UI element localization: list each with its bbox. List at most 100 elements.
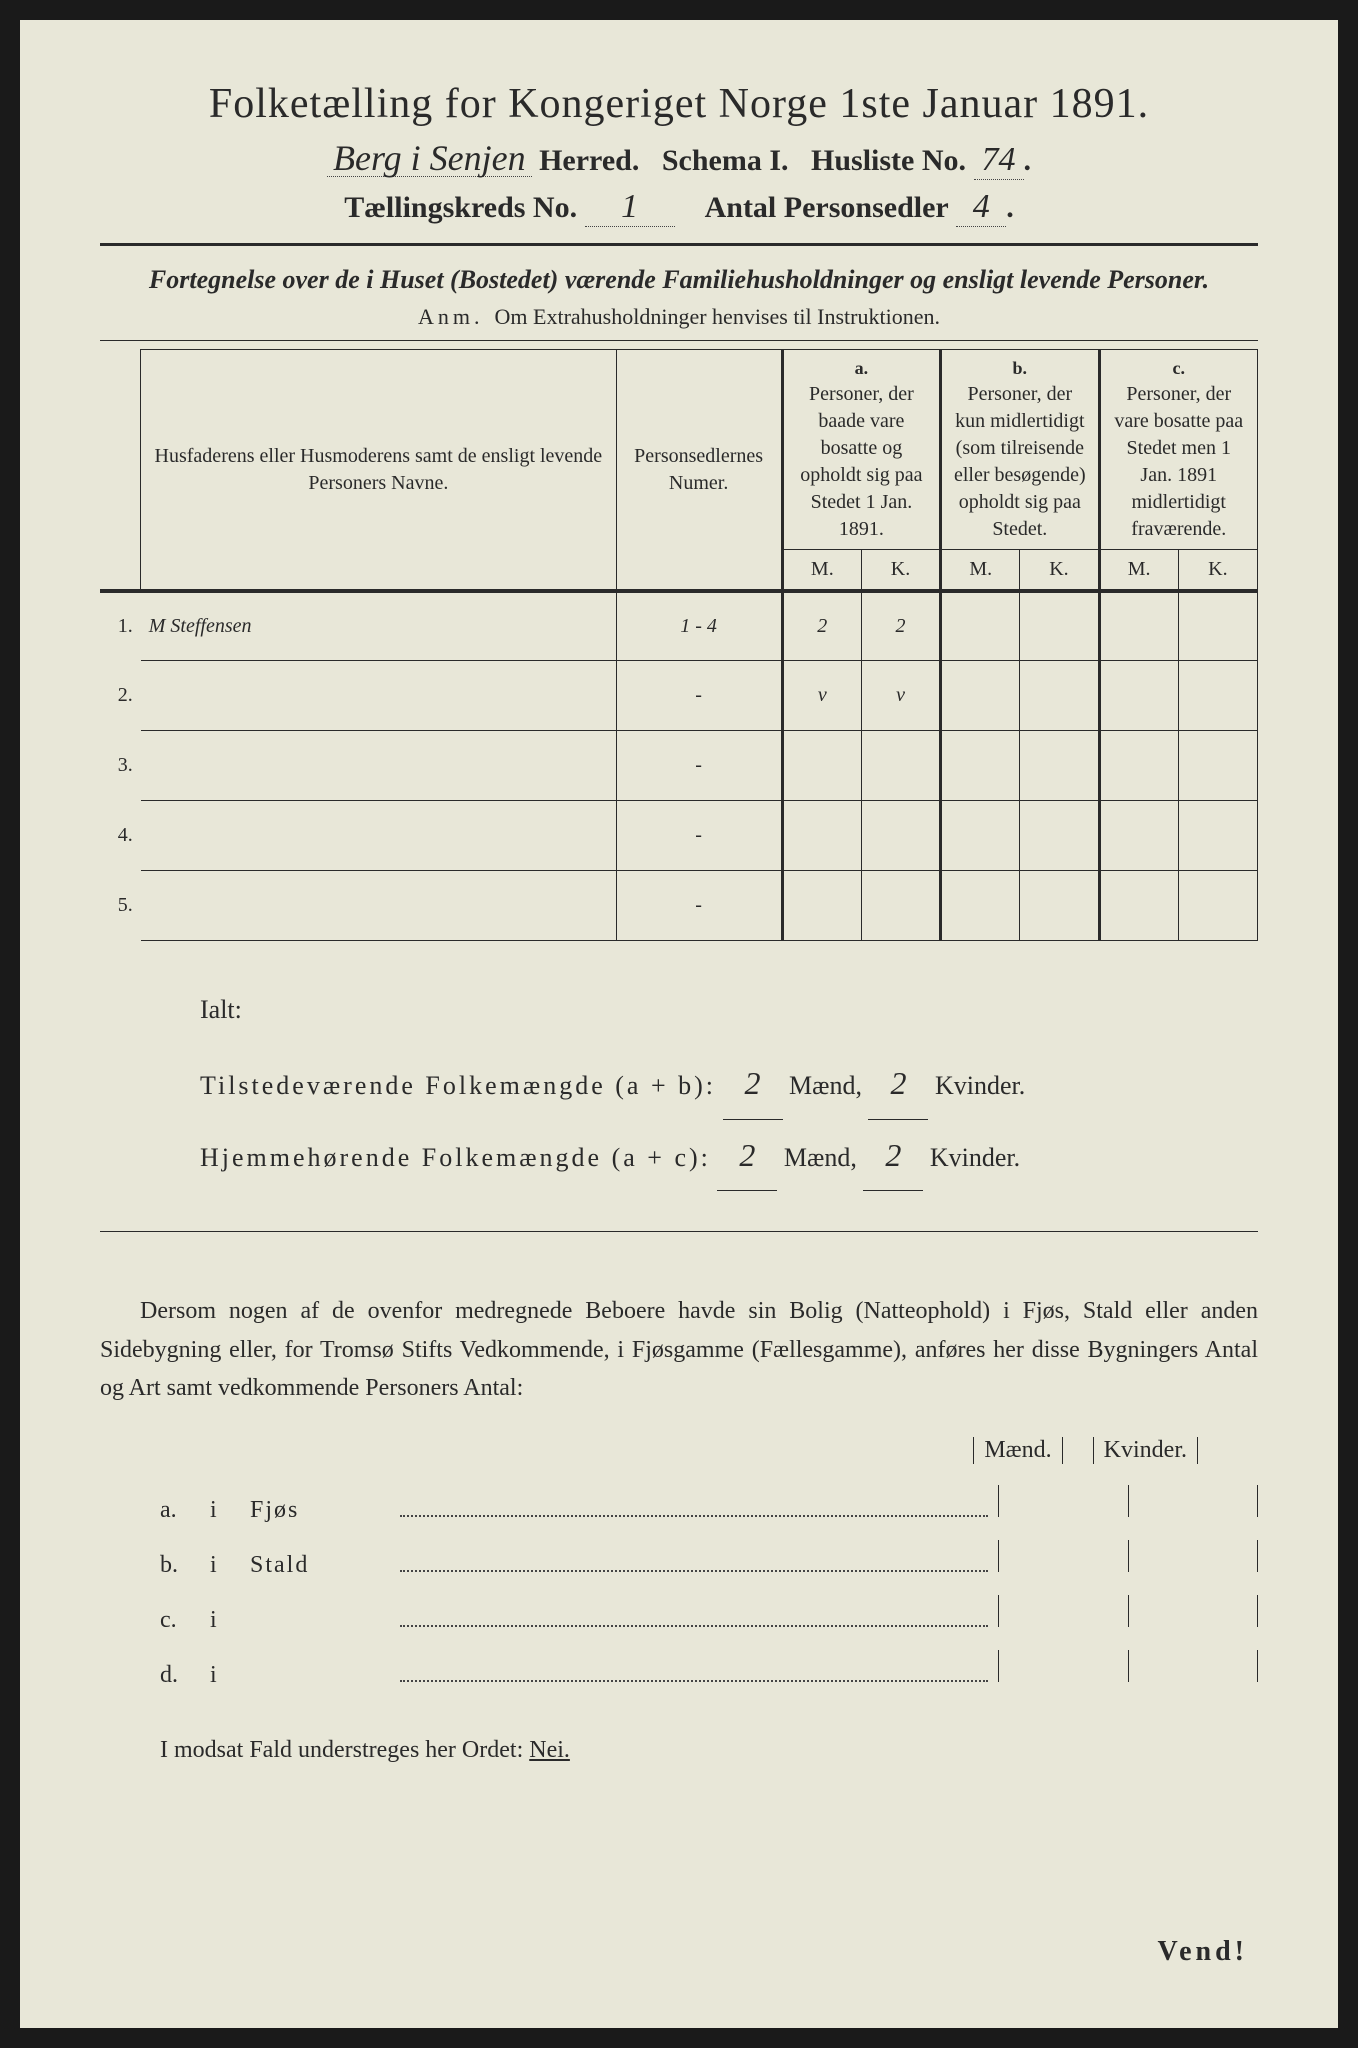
b-dots	[400, 1570, 988, 1572]
header-line-2: Tællingskreds No. 1 Antal Personsedler 4…	[100, 188, 1258, 227]
ialt-label: Ialt:	[200, 981, 1258, 1038]
tilstede-row: Tilstedeværende Folkemængde (a + b): 2 M…	[200, 1048, 1258, 1119]
b-tag: d.	[160, 1662, 210, 1689]
b-k-cell	[1020, 661, 1099, 731]
table-row: 3.-	[100, 731, 1258, 801]
num-cell: -	[616, 661, 782, 731]
divider-thin	[100, 340, 1258, 341]
a-k-cell	[861, 731, 940, 801]
num-cell: -	[616, 801, 782, 871]
anm-text: Om Extrahusholdninger henvises til Instr…	[495, 304, 940, 329]
b-m-cell	[941, 801, 1020, 871]
anm-tag: Anm.	[418, 304, 484, 329]
c-m-cell	[1099, 661, 1178, 731]
col-names: Husfaderens eller Husmoderens samt de en…	[141, 350, 616, 591]
building-row: a.iFjøs	[100, 1477, 1258, 1532]
schema-label: Schema I.	[662, 144, 789, 177]
a-m-cell	[782, 871, 861, 941]
num-cell: 1 - 4	[616, 591, 782, 661]
b-k-cell	[1020, 871, 1099, 941]
husliste-no: 74	[974, 141, 1024, 180]
c-k-cell	[1178, 661, 1257, 731]
col-b: b. Personer, der kun midlertidigt (som t…	[941, 350, 1099, 549]
b-dots	[400, 1680, 988, 1682]
header-line-1: Berg i Senjen Herred. Schema I. Husliste…	[100, 140, 1258, 180]
herred-label: Herred.	[539, 144, 639, 177]
b-i: i	[210, 1497, 250, 1524]
building-row: b.iStald	[100, 1532, 1258, 1587]
col-b-k: K.	[1020, 549, 1099, 591]
col-c-k: K.	[1178, 549, 1257, 591]
row-num: 4.	[100, 801, 141, 871]
hjemme-m: 2	[717, 1120, 777, 1191]
col-c: c. Personer, der vare bosatte paa Stedet…	[1099, 350, 1257, 549]
antal-label: Antal Personsedler	[705, 191, 949, 224]
building-row: d.i	[100, 1642, 1258, 1697]
a-k-cell	[861, 801, 940, 871]
b-mk	[998, 1595, 1258, 1627]
b-tag: b.	[160, 1552, 210, 1579]
subtitle-text: Fortegnelse over de i Huset (Bostedet) v…	[149, 265, 1209, 294]
c-k-cell	[1178, 731, 1257, 801]
tilstede-k: 2	[868, 1048, 928, 1119]
divider-thin-2	[100, 1231, 1258, 1232]
a-k-cell	[861, 871, 940, 941]
name-cell	[141, 661, 616, 731]
c-k-cell	[1178, 591, 1257, 661]
herred-value: Berg i Senjen	[327, 140, 532, 177]
b-tag: a.	[160, 1497, 210, 1524]
husliste-label: Husliste No.	[811, 144, 966, 177]
b-m-cell	[941, 591, 1020, 661]
col-a-k: K.	[861, 549, 940, 591]
hjemme-label: Hjemmehørende Folkemængde (a + c):	[200, 1143, 711, 1172]
page-title: Folketælling for Kongeriget Norge 1ste J…	[100, 80, 1258, 128]
mk-m: Mænd.	[973, 1437, 1062, 1464]
tilstede-m: 2	[723, 1048, 783, 1119]
row-num: 1.	[100, 591, 141, 661]
b-k-cell	[1020, 731, 1099, 801]
vend-label: Vend!	[1157, 1936, 1248, 1968]
table-row: 5.-	[100, 871, 1258, 941]
b-name: Fjøs	[250, 1497, 390, 1524]
name-cell	[141, 731, 616, 801]
a-k-cell: 2	[861, 591, 940, 661]
b-name: Stald	[250, 1552, 390, 1579]
col-b-m: M.	[941, 549, 1020, 591]
row-num: 3.	[100, 731, 141, 801]
building-section: Mænd. Kvinder. a.iFjøsb.iStaldc.id.i	[100, 1437, 1258, 1697]
mk-k: Kvinder.	[1093, 1437, 1198, 1464]
b-m-cell	[941, 731, 1020, 801]
c-k-cell	[1178, 871, 1257, 941]
census-form-page: Folketælling for Kongeriget Norge 1ste J…	[20, 20, 1338, 2028]
maend-label: Mænd,	[789, 1071, 862, 1100]
col-c-m: M.	[1099, 549, 1178, 591]
b-i: i	[210, 1607, 250, 1634]
a-m-cell: v	[782, 661, 861, 731]
b-tag: c.	[160, 1607, 210, 1634]
kvinder-label: Kvinder.	[935, 1071, 1025, 1100]
table-row: 1.M Steffensen1 - 422	[100, 591, 1258, 661]
mk-headers: Mænd. Kvinder.	[973, 1437, 1198, 1464]
col-a: a. Personer, der baade vare bosatte og o…	[782, 350, 940, 549]
num-cell: -	[616, 871, 782, 941]
table-row: 4. -	[100, 801, 1258, 871]
c-m-cell	[1099, 801, 1178, 871]
divider	[100, 243, 1258, 246]
nei-word: Nei.	[529, 1737, 570, 1763]
hjemme-row: Hjemmehørende Folkemængde (a + c): 2 Mæn…	[200, 1120, 1258, 1191]
b-m-cell	[941, 661, 1020, 731]
final-pre: I modsat Fald understreges her Ordet:	[160, 1737, 523, 1763]
b-k-cell	[1020, 801, 1099, 871]
census-table: Husfaderens eller Husmoderens samt de en…	[100, 349, 1258, 941]
name-cell: M Steffensen	[141, 591, 616, 661]
b-mk	[998, 1485, 1258, 1517]
c-m-cell	[1099, 731, 1178, 801]
building-row: c.i	[100, 1587, 1258, 1642]
hjemme-k: 2	[863, 1120, 923, 1191]
a-m-cell	[782, 731, 861, 801]
table-row: 2.-vv	[100, 661, 1258, 731]
subtitle: Fortegnelse over de i Huset (Bostedet) v…	[100, 262, 1258, 298]
name-cell	[141, 801, 616, 871]
maend-label-2: Mænd,	[784, 1143, 857, 1172]
a-m-cell	[782, 801, 861, 871]
